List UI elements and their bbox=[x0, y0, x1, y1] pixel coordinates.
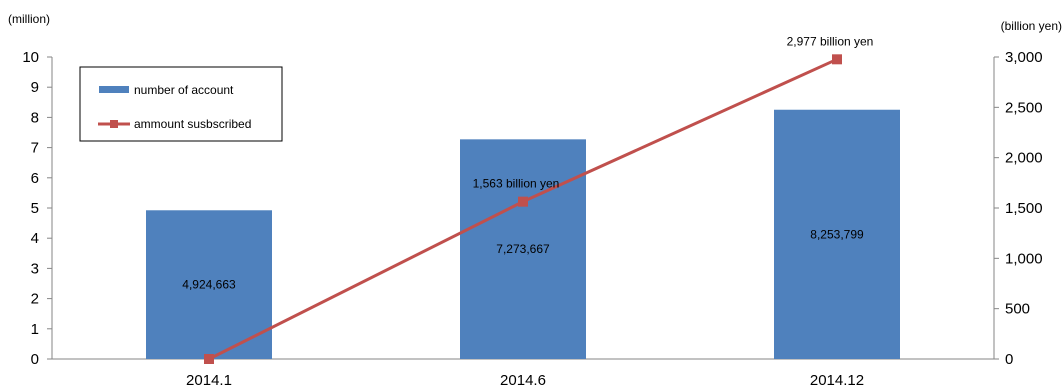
left-tick-label: 1 bbox=[31, 321, 39, 338]
bar-data-label: 7,273,667 bbox=[496, 242, 550, 256]
x-tick-label: 2014.12 bbox=[810, 372, 864, 387]
legend-box bbox=[79, 66, 283, 142]
axes: 0 1 2 3 4 5 6 7 8 9 10 0 500 1,000 1,500 2,000 2,500 3,00… bbox=[8, 12, 1062, 387]
line-marker bbox=[518, 196, 528, 207]
bar-data-label: 8,253,799 bbox=[810, 227, 864, 241]
line-marker bbox=[832, 54, 842, 65]
bar bbox=[774, 109, 900, 360]
bar-data-label: 4,924,663 bbox=[182, 278, 236, 292]
right-axis-unit: (billion yen) bbox=[1001, 19, 1062, 33]
legend-label: number of account bbox=[134, 83, 234, 97]
left-axis-unit: (million) bbox=[8, 12, 50, 26]
bar bbox=[460, 139, 586, 359]
right-tick-label: 2,000 bbox=[1005, 150, 1043, 167]
legend-swatch-marker bbox=[110, 120, 118, 128]
data-labels: 4,924,663 7,273,667 8,253,799 1,563 billion… bbox=[182, 34, 873, 291]
line-series bbox=[204, 54, 842, 364]
line-marker bbox=[204, 354, 214, 364]
left-tick-label: 5 bbox=[31, 200, 39, 217]
right-tick-label: 500 bbox=[1005, 301, 1030, 318]
left-tick-label: 7 bbox=[31, 140, 39, 157]
left-tick-label: 9 bbox=[31, 79, 39, 96]
line-data-label: 2,977 billion yen bbox=[787, 34, 874, 48]
x-tick-label: 2014.1 bbox=[186, 372, 232, 387]
left-tick-label: 4 bbox=[31, 230, 39, 247]
left-tick-label: 3 bbox=[31, 260, 39, 277]
right-tick-label: 0 bbox=[1005, 351, 1013, 368]
right-tick-label: 3,000 bbox=[1005, 49, 1043, 66]
left-tick-label: 2 bbox=[31, 291, 39, 308]
left-tick-label: 0 bbox=[31, 351, 39, 368]
legend: number of account ammount susbscribed bbox=[79, 66, 283, 142]
x-tick-label: 2014.6 bbox=[500, 372, 546, 387]
legend-swatch-bar bbox=[99, 86, 129, 93]
right-tick-label: 2,500 bbox=[1005, 99, 1043, 116]
bar-series bbox=[146, 109, 900, 360]
line-data-label: 1,563 billion yen bbox=[473, 177, 560, 191]
left-tick-label: 6 bbox=[31, 170, 39, 187]
left-tick-label: 10 bbox=[22, 49, 39, 66]
right-tick-label: 1,500 bbox=[1005, 200, 1043, 217]
legend-label: ammount susbscribed bbox=[134, 117, 251, 131]
right-tick-label: 1,000 bbox=[1005, 250, 1043, 267]
left-tick-label: 8 bbox=[31, 109, 39, 126]
bar bbox=[146, 210, 272, 359]
